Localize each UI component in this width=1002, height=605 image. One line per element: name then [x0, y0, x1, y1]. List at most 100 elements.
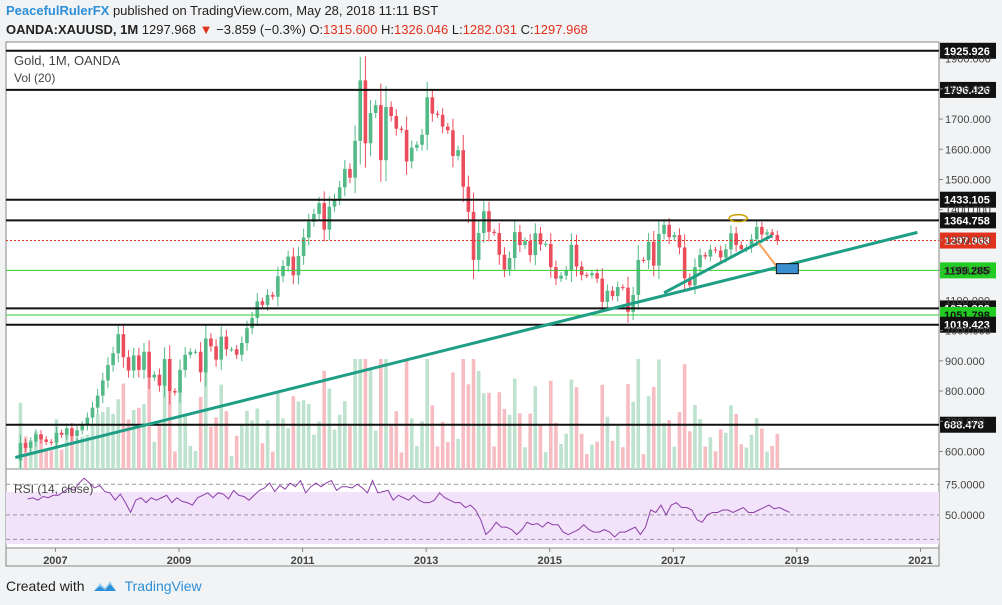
candle-body	[322, 203, 327, 230]
candle-body	[157, 374, 162, 386]
tradingview-link[interactable]: TradingView	[124, 578, 202, 594]
candle-body	[734, 233, 738, 246]
candle-body	[518, 232, 522, 246]
volume-bar	[183, 414, 187, 469]
candle-body	[54, 432, 59, 443]
high-value: 1326.046	[394, 22, 449, 37]
x-tick-label: 2011	[291, 555, 315, 567]
volume-bar	[332, 429, 337, 469]
candle-body	[126, 357, 131, 371]
volume-bar	[708, 437, 713, 469]
candle-body	[703, 255, 708, 257]
volume-bar	[651, 386, 656, 469]
volume-bar	[585, 454, 589, 469]
volume-bar	[451, 372, 455, 469]
candle-body	[111, 353, 115, 366]
candle-body	[353, 140, 357, 178]
candle-body	[173, 391, 177, 393]
volume-bar	[368, 368, 373, 469]
symbol-label: OANDA:XAUUSD, 1M	[6, 22, 139, 37]
volume-bar	[343, 401, 347, 469]
candle-body	[70, 428, 74, 437]
volume-bar	[131, 410, 136, 469]
candle-body	[142, 351, 146, 370]
price-level-tag	[940, 212, 996, 229]
volume-bar	[363, 359, 368, 469]
candle-body	[765, 232, 769, 235]
candle-body	[276, 276, 280, 297]
low-label: L:	[451, 22, 463, 37]
volume-bar	[590, 444, 594, 469]
candle-body	[739, 245, 744, 250]
candle-body	[615, 287, 620, 297]
volume-bar	[734, 413, 738, 469]
volume-bar	[198, 396, 203, 469]
x-tick-label: 2017	[661, 555, 685, 567]
author-link[interactable]: PeacefulRulerFX	[6, 3, 110, 18]
volume-bar	[322, 370, 327, 469]
candles-layer	[18, 55, 780, 470]
candle-body	[167, 359, 172, 392]
candle-body	[224, 336, 229, 350]
volume-bar	[245, 410, 249, 469]
volume-bar	[137, 407, 141, 469]
candle-body	[368, 113, 373, 144]
y-tick-label: 1500.000	[945, 174, 991, 186]
candle-body	[265, 294, 270, 305]
volume-bar	[260, 443, 265, 469]
volume-bar	[250, 420, 254, 469]
volume-bar	[456, 438, 460, 469]
volume-bar	[559, 444, 563, 469]
candle-body	[373, 105, 378, 114]
candle-body	[672, 235, 677, 238]
volume-bar	[636, 359, 641, 469]
volume-bar	[471, 359, 476, 469]
volume-bar	[126, 419, 131, 469]
y-tick-label: 1700.000	[945, 114, 991, 126]
volume-bar	[348, 425, 352, 469]
candle-body	[749, 239, 754, 248]
volume-bar	[600, 384, 605, 469]
y-tick-label: 900.000	[945, 356, 985, 368]
candle-body	[162, 359, 167, 386]
x-tick-label: 2007	[43, 555, 67, 567]
price-level-tag	[940, 81, 996, 98]
down-arrow-icon: ▼	[199, 22, 213, 37]
volume-bar	[461, 359, 466, 469]
x-tick-label: 2021	[908, 555, 932, 567]
x-tick-label: 2019	[785, 555, 809, 567]
candle-body	[80, 425, 85, 431]
volume-bar	[95, 414, 100, 469]
candle-body	[281, 265, 285, 277]
volume-bar	[70, 435, 74, 469]
rsi-band	[6, 492, 939, 544]
volume-bar	[85, 434, 90, 469]
trendline	[663, 234, 773, 295]
volume-bar	[240, 423, 244, 469]
volume-bar	[626, 384, 630, 469]
volume-bar	[34, 431, 38, 469]
candle-body	[430, 97, 435, 114]
volume-bar	[255, 408, 260, 469]
candle-body	[605, 290, 610, 302]
volume-bar	[312, 434, 316, 469]
y-tick-label: 1300.000	[945, 235, 991, 247]
volume-bar	[713, 451, 718, 469]
tradingview-logo-icon[interactable]	[93, 579, 117, 593]
candle-body	[610, 290, 615, 297]
candle-body	[214, 346, 218, 360]
candle-body	[296, 255, 301, 276]
candle-body	[363, 80, 368, 144]
volume-bar	[64, 432, 69, 469]
candle-body	[667, 224, 671, 238]
volume-bar	[327, 388, 332, 469]
candle-body	[708, 249, 713, 257]
candle-body	[687, 278, 692, 286]
price-level-label: 1796.426	[944, 85, 990, 97]
candle-body	[713, 249, 718, 251]
candle-body	[188, 351, 193, 355]
volume-bar	[523, 447, 527, 469]
volume-bar	[518, 413, 522, 469]
candle-body	[512, 232, 517, 259]
